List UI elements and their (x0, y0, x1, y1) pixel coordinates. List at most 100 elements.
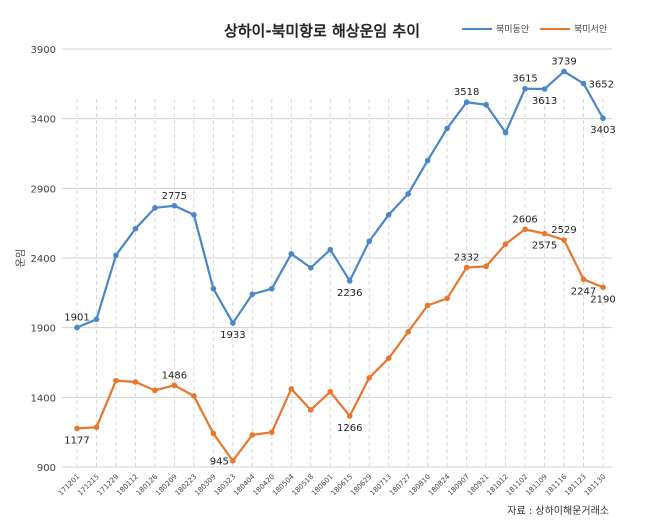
data-point (502, 241, 509, 247)
x-tick-label: 181130 (583, 473, 608, 498)
data-label: 3613 (532, 96, 557, 107)
data-label: 2606 (512, 214, 537, 225)
data-point (366, 238, 373, 245)
data-point (152, 387, 158, 394)
data-point (210, 285, 217, 292)
data-point (541, 230, 548, 237)
data-point (444, 125, 450, 132)
y-tick-label: 2400 (31, 254, 56, 265)
data-label: 2247 (571, 286, 596, 297)
data-point (561, 237, 567, 243)
data-label: 2529 (551, 225, 576, 236)
data-point (600, 115, 606, 122)
data-point (385, 212, 392, 218)
data-point (171, 382, 178, 389)
data-label: 3739 (551, 56, 576, 67)
legend-label-east: 북미동안 (496, 24, 529, 35)
data-point (191, 393, 197, 399)
data-point (113, 252, 119, 259)
data-label: 2775 (162, 191, 187, 202)
series-east-coast (74, 68, 606, 331)
data-label: 1266 (337, 423, 362, 434)
series-line (76, 70, 604, 329)
data-point (600, 284, 606, 291)
legend-label-west: 북미서안 (574, 24, 607, 35)
data-point (444, 295, 450, 302)
data-point (522, 226, 528, 233)
data-label: 3403 (590, 125, 615, 136)
data-point (93, 316, 100, 323)
data-point (249, 432, 256, 438)
data-label: 1177 (64, 435, 89, 446)
data-label: 3615 (512, 74, 537, 85)
data-label: 3652 (589, 80, 614, 91)
data-point (230, 320, 236, 326)
data-point (405, 329, 411, 335)
series (74, 68, 606, 464)
y-axis-label: 운임 (14, 249, 27, 267)
x-axis-ticks: 1712011712151712291801121801261802091802… (57, 472, 608, 497)
data-point (346, 278, 353, 284)
series-west-coast (74, 226, 606, 464)
data-point (288, 386, 295, 392)
data-point (346, 413, 353, 419)
data-point (463, 264, 470, 271)
data-point (307, 264, 314, 271)
y-tick-label: 3900 (31, 45, 56, 56)
data-label: 1486 (162, 370, 187, 381)
data-point (483, 263, 489, 270)
data-point (502, 129, 509, 136)
data-label: 1901 (64, 313, 89, 324)
data-point (561, 68, 567, 75)
data-label: 2575 (532, 241, 557, 252)
data-label: 3518 (454, 87, 479, 98)
data-point (191, 212, 197, 218)
data-point (327, 246, 334, 253)
data-label: 2236 (337, 288, 362, 299)
data-point (269, 285, 275, 292)
data-point (210, 430, 217, 437)
data-point (307, 407, 314, 413)
data-point (424, 157, 431, 164)
series-line (76, 228, 604, 462)
data-point (74, 425, 80, 432)
data-label: 2332 (454, 252, 479, 263)
data-point (405, 191, 411, 197)
data-point (230, 457, 236, 464)
y-tick-label: 3400 (31, 115, 56, 126)
data-point (424, 302, 431, 309)
x-dashed-guides (76, 99, 604, 467)
data-point (327, 388, 334, 395)
grid (62, 48, 612, 468)
chart-title: 상하이-북미항로 해상운임 추이 (224, 22, 420, 40)
data-point (483, 101, 489, 108)
data-point (249, 291, 256, 298)
data-point (580, 276, 587, 283)
data-point (541, 86, 548, 92)
data-point (93, 424, 100, 431)
y-axis-ticks: 900 1400 1900 2400 2900 3400 3900 (31, 45, 56, 474)
source-note: 자료 : 상하이해운거래소 (507, 504, 609, 517)
data-point (74, 324, 80, 331)
data-point (522, 85, 528, 92)
data-point (288, 251, 295, 257)
y-tick-label: 2900 (31, 184, 56, 195)
data-label: 945 (210, 457, 229, 468)
data-point (132, 379, 139, 385)
y-tick-label: 1400 (31, 393, 56, 404)
data-point (463, 99, 470, 106)
y-tick-label: 1900 (31, 324, 56, 335)
data-point (171, 202, 178, 209)
y-tick-label: 900 (37, 463, 56, 474)
data-label: 1933 (220, 330, 245, 341)
data-point (113, 377, 119, 384)
data-label: 2190 (590, 294, 615, 305)
data-point (580, 80, 587, 87)
data-point (269, 429, 275, 435)
data-point (132, 225, 139, 232)
legend: 북미동안 북미서안 (462, 24, 607, 35)
data-point (152, 205, 158, 211)
data-point (366, 375, 373, 381)
data-labels: 1901 2775 1933 2236 3518 3615 3613 3739 3652 3403… (64, 56, 615, 467)
